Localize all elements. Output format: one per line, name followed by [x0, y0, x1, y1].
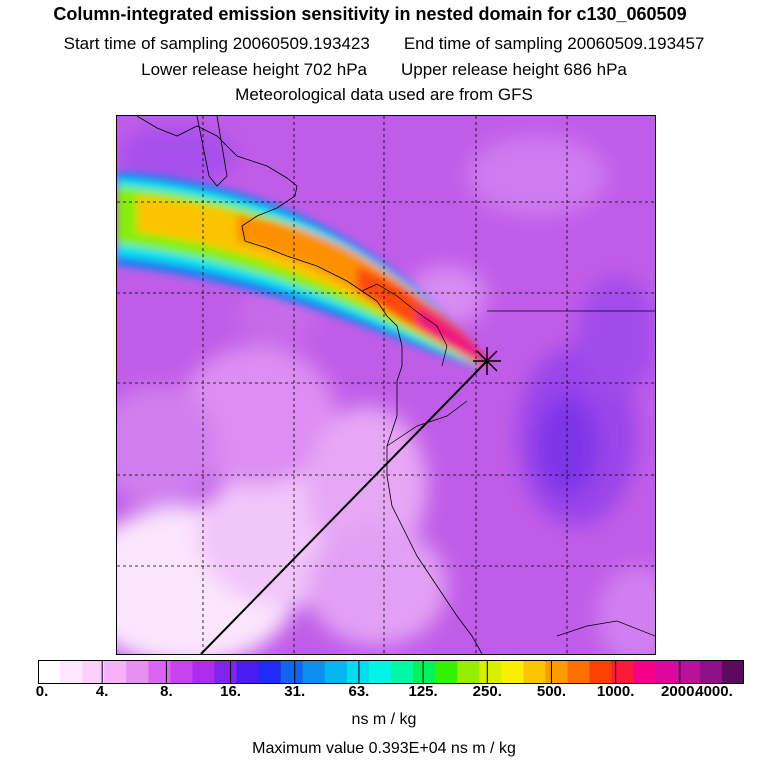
emission-plume — [117, 171, 489, 366]
met-data-label: Meteorological data used are from GFS — [235, 85, 533, 104]
colorbar-swatch — [413, 660, 436, 684]
colorbar-swatch — [280, 660, 304, 684]
colorbar-unit-label: ns m / kg — [351, 711, 417, 728]
upper-release-label: Upper release height 686 hPa — [401, 60, 627, 79]
colorbar-swatch — [126, 660, 149, 684]
colorbar-swatch — [523, 660, 546, 684]
colorbar-tick-label: 4. — [95, 683, 109, 700]
colorbar-swatch — [258, 660, 282, 684]
colorbar-swatch — [699, 660, 723, 684]
colorbar-swatch — [346, 660, 370, 684]
colorbar-swatch — [368, 660, 392, 684]
colorbar-swatch — [302, 660, 326, 684]
coastline-inlet — [196, 116, 228, 187]
sensitivity-texture — [117, 126, 655, 654]
colorbar-tick-label: 125. — [408, 683, 438, 700]
receptor-x-icon — [473, 347, 501, 375]
sensitivity-map — [116, 115, 656, 655]
colorbar-swatch — [721, 660, 744, 684]
colorbar-swatch — [170, 660, 193, 684]
end-time-label: End time of sampling 20060509.193457 — [403, 34, 705, 53]
colorbar-tick-label: 31. — [284, 683, 306, 700]
colorbar-swatch — [236, 660, 260, 684]
colorbar-swatch — [655, 660, 679, 684]
border-line-inland — [386, 400, 468, 447]
colorbar — [38, 660, 744, 684]
colorbar-swatch — [611, 660, 635, 684]
colorbar-swatch — [589, 660, 613, 684]
flight-track — [200, 360, 488, 654]
colorbar-swatch — [192, 660, 215, 684]
colorbar-tick-label: 63. — [348, 683, 370, 700]
map-canvas — [117, 116, 655, 654]
max-value-label: Maximum value 0.393E+04 ns m / kg — [252, 740, 516, 757]
colorbar-swatch — [38, 660, 61, 684]
colorbar-tick-label: 1000. — [596, 683, 635, 700]
colorbar-tick-label: 2000. — [661, 683, 699, 700]
sampling-time-line: Start time of sampling 20060509.193423 En… — [0, 34, 768, 54]
colorbar-swatch — [104, 660, 127, 684]
lower-release-label: Lower release height 702 hPa — [141, 60, 367, 79]
border-line-south — [556, 620, 655, 637]
coastline — [136, 116, 483, 654]
colorbar-swatch — [435, 660, 458, 684]
colorbar-swatch — [457, 660, 480, 684]
colorbar-swatch — [633, 660, 657, 684]
colorbar-tick-label: 4000. — [695, 683, 733, 700]
colorbar-tick-label: 250. — [472, 683, 502, 700]
colorbar-swatch — [148, 660, 171, 684]
colorbar-tick-label: 0. — [35, 683, 49, 700]
colorbar-swatch — [324, 660, 348, 684]
colorbar-tick-label: 8. — [160, 683, 173, 700]
colorbar-swatch — [677, 660, 701, 684]
colorbar-swatch — [82, 660, 105, 684]
map-title: Column-integrated emission sensitivity i… — [53, 4, 687, 24]
colorbar-tick-label: 16. — [220, 683, 241, 700]
colorbar-swatch — [545, 660, 568, 684]
start-time-label: Start time of sampling 20060509.193423 — [63, 34, 370, 53]
colorbar-tick-label: 500. — [536, 683, 567, 700]
border-line — [361, 283, 448, 367]
colorbar-swatch — [479, 660, 502, 684]
colorbar-swatch — [214, 660, 238, 684]
release-height-line: Lower release height 702 hPa Upper releas… — [0, 60, 768, 80]
colorbar-swatch — [567, 660, 591, 684]
colorbar-swatch — [60, 660, 83, 684]
colorbar-swatch — [391, 660, 414, 684]
colorbar-border — [38, 660, 744, 684]
colorbar-swatch — [501, 660, 524, 684]
